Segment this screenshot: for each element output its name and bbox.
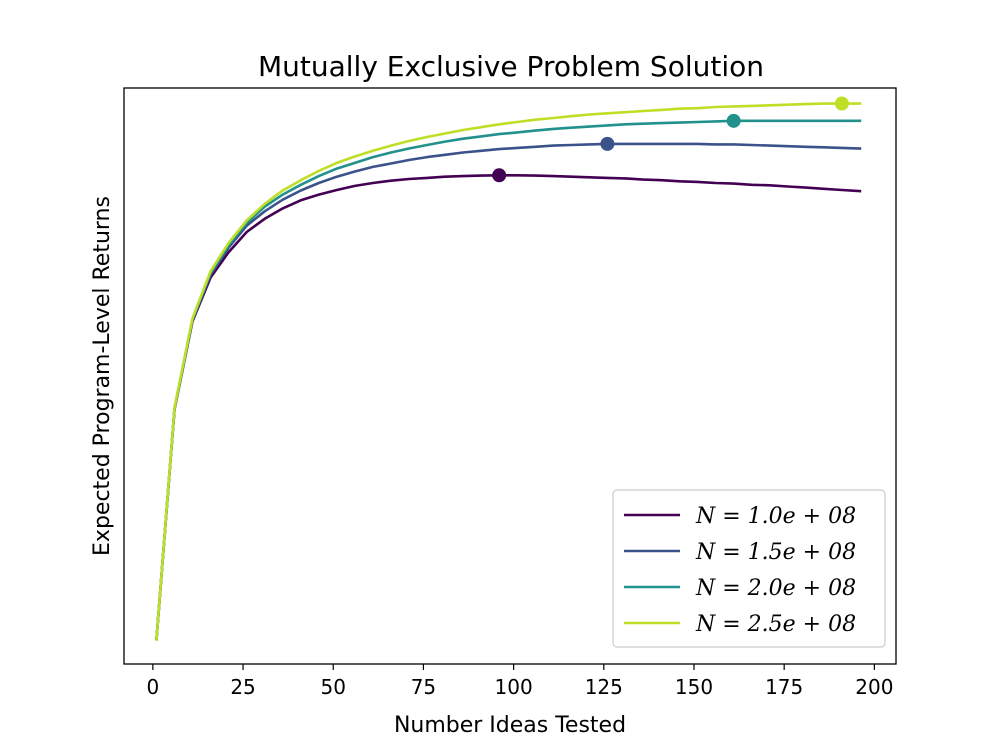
legend-entries: N = 1.0e + 08 N = 1.5e + 08 N = 2.0e + 08 N… [624, 504, 856, 637]
optimum-markers [492, 96, 849, 183]
legend: N = 1.0e + 08 N = 1.5e + 08 N = 2.0e + 08 N… [612, 489, 886, 648]
x-tick-label: 75 [411, 675, 436, 699]
x-tick-label: 50 [321, 675, 346, 699]
x-axis-ticks: 0 25 50 75 100 125 150 175 200 [146, 664, 893, 699]
chart-title: Mutually Exclusive Problem Solution [258, 50, 764, 83]
x-tick-label: 25 [230, 675, 255, 699]
legend-label-1: N = 1.0e + 08 [695, 504, 856, 529]
optimum-marker-1 [492, 168, 507, 183]
optimum-marker-4 [834, 96, 849, 111]
legend-box [612, 489, 886, 648]
plot-area [123, 87, 897, 665]
legend-label-2: N = 1.5e + 08 [695, 540, 856, 565]
series-line-1 [155, 174, 862, 641]
plot-frame [123, 87, 897, 665]
series-line-3 [155, 119, 862, 641]
series-layer [155, 102, 862, 641]
x-tick-label: 150 [675, 675, 713, 699]
x-axis-label: Number Ideas Tested [394, 713, 626, 738]
x-tick-label: 100 [495, 675, 533, 699]
x-tick-label: 0 [146, 675, 159, 699]
y-axis-label: Expected Program-Level Returns [90, 196, 115, 556]
optimum-marker-3 [726, 113, 741, 128]
x-tick-label: 125 [585, 675, 623, 699]
optimum-marker-2 [600, 136, 615, 151]
x-tick-label: 200 [855, 675, 893, 699]
legend-label-4: N = 2.5e + 08 [695, 612, 856, 637]
x-tick-label: 175 [765, 675, 803, 699]
series-line-2 [155, 142, 862, 641]
series-line-4 [155, 102, 862, 641]
legend-label-3: N = 2.0e + 08 [695, 576, 856, 601]
